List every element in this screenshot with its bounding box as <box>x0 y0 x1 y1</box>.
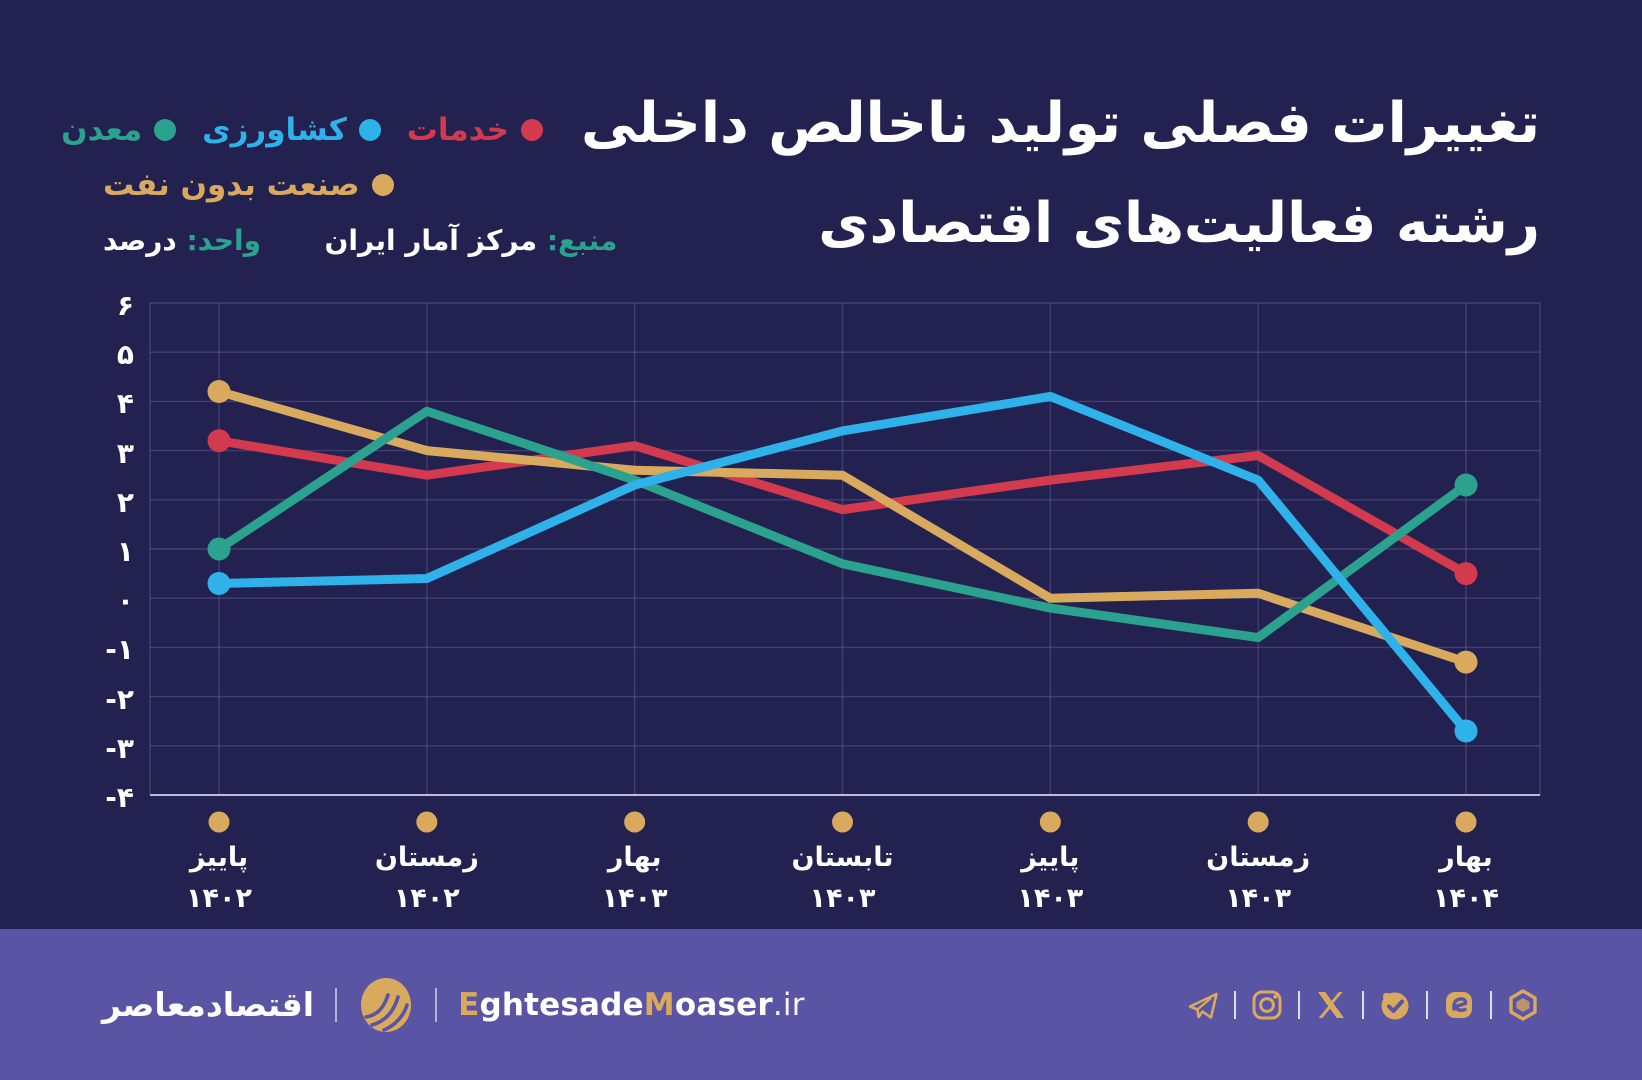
social-separator <box>1362 990 1364 1019</box>
rubika-icon[interactable] <box>1506 988 1540 1022</box>
legend-item-agriculture: کشاورزی <box>202 112 381 148</box>
x-axis-marker-dot <box>832 811 853 833</box>
x-twitter-icon[interactable] <box>1314 988 1348 1022</box>
x-axis-marker-dot <box>1039 811 1061 833</box>
legend-dot-agriculture <box>358 119 381 141</box>
brand-name-farsi: اقتصادمعاصر <box>102 985 315 1024</box>
series-endpoint-agriculture <box>207 571 231 595</box>
legend-item-mining: معدن <box>61 112 177 148</box>
series-endpoint-industry-without-oil <box>207 380 231 404</box>
series-endpoint-mining <box>207 537 231 561</box>
unit-label: واحد: <box>186 224 262 257</box>
social-separator <box>1490 990 1492 1019</box>
legend-label-services: خدمات <box>406 112 509 148</box>
source-label: منبع: <box>546 224 618 257</box>
legend-row-1: خدمات کشاورزی معدن <box>61 112 543 148</box>
telegram-icon[interactable] <box>1186 988 1220 1022</box>
series-line-mining <box>214 406 1471 643</box>
legend-label-mining: معدن <box>61 112 143 148</box>
series-line-agriculture <box>214 391 1471 736</box>
brand-en-part: ghtesade <box>479 986 644 1023</box>
source-line: منبع: مرکز آمار ایران واحد: درصد <box>103 224 617 257</box>
social-separator <box>1298 990 1300 1019</box>
series-endpoint-services <box>1454 562 1478 586</box>
footer-bar: اقتصادمعاصر EghtesadeMoaser.ir <box>0 929 1642 1080</box>
legend-label-industry-without-oil: صنعت بدون نفت <box>103 167 360 203</box>
legend-item-industry-without-oil: صنعت بدون نفت <box>103 167 394 203</box>
footer-separator <box>435 987 438 1022</box>
brand-en-part: M <box>643 986 675 1023</box>
x-axis-marker-dot <box>208 811 230 833</box>
series-line-industry-without-oil <box>214 387 1471 667</box>
x-axis-marker-dot <box>416 811 438 833</box>
legend-row-2: صنعت بدون نفت <box>103 167 543 203</box>
brand-en-part: E <box>458 986 480 1023</box>
instagram-icon[interactable] <box>1250 988 1284 1022</box>
legend-item-services: خدمات <box>407 112 543 148</box>
page-title: تغییرات فصلی تولید ناخالص داخلی رشته فعا… <box>580 74 1541 273</box>
legend-dot-mining <box>154 119 177 141</box>
source-value: مرکز آمار ایران <box>324 224 538 257</box>
eitaa-icon[interactable] <box>1442 988 1476 1022</box>
series-endpoint-industry-without-oil <box>1454 650 1478 674</box>
series-endpoint-mining <box>1454 473 1478 497</box>
title-line-1: تغییرات فصلی تولید ناخالص داخلی <box>580 91 1541 156</box>
social-icons-group <box>1186 988 1540 1022</box>
social-separator <box>1426 990 1428 1019</box>
series-line-services <box>214 436 1471 579</box>
series-endpoint-agriculture <box>1454 719 1478 743</box>
legend-dot-services <box>521 119 543 141</box>
legend-dot-industry-without-oil <box>371 174 394 196</box>
x-axis-marker-dot <box>1455 811 1477 833</box>
brand-en-part: oaser <box>674 986 773 1023</box>
brand-website-link[interactable]: EghtesadeMoaser.ir <box>458 987 805 1023</box>
social-separator <box>1234 990 1236 1019</box>
x-axis-marker-dot <box>624 811 646 833</box>
title-line-2: رشته فعالیت‌های اقتصادی <box>818 190 1541 256</box>
legend-label-agriculture: کشاورزی <box>202 112 347 148</box>
unit-value: درصد <box>103 224 177 257</box>
chart-legend: خدمات کشاورزی معدن صنعت بدون نفت <box>61 112 543 222</box>
series-endpoint-services <box>207 429 231 453</box>
footer-separator <box>335 987 338 1022</box>
footer-brand-group: اقتصادمعاصر EghtesadeMoaser.ir <box>102 977 805 1033</box>
brand-logo-icon <box>361 977 412 1032</box>
bale-icon[interactable] <box>1378 988 1412 1022</box>
x-axis-marker-dot <box>1247 811 1269 833</box>
brand-en-part: .ir <box>772 986 805 1023</box>
